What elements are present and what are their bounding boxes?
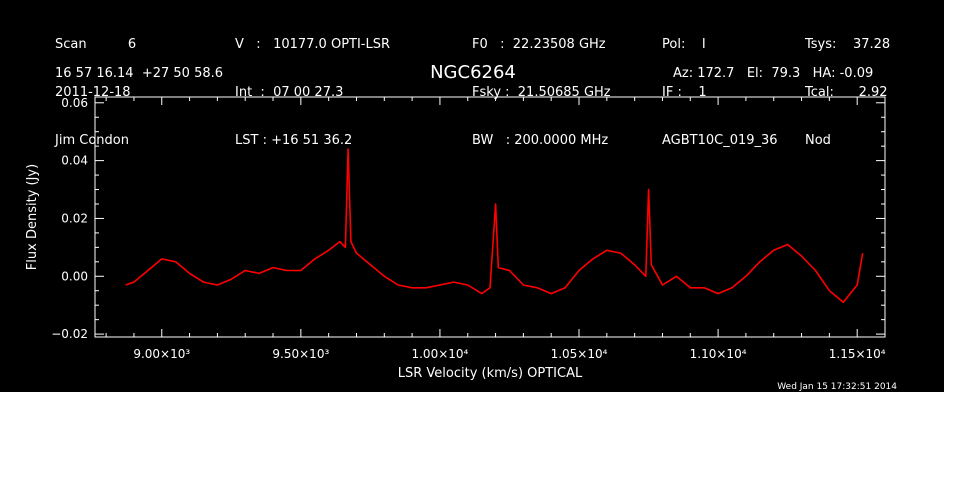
header-line: Pol: I: [662, 37, 706, 52]
header-frequency-info: F0 : 22.23508 GHz Fsky : 21.50685 GHz BW…: [472, 5, 611, 165]
header-line: Tsys: 37.28: [805, 37, 891, 52]
x-tick-label: 9.50×10³: [272, 347, 329, 361]
y-tick-label: −0.02: [51, 327, 88, 341]
plot-panel: [0, 0, 944, 392]
source-name: NGC6264: [430, 62, 516, 83]
header-line: AGBT10C_019_36: [662, 133, 778, 148]
x-axis-label: LSR Velocity (km/s) OPTICAL: [398, 366, 583, 381]
header-line: V : 10177.0 OPTI-LSR: [235, 37, 391, 52]
x-tick-label: 1.00×10⁴: [411, 347, 468, 361]
y-tick-label: 0.04: [61, 154, 88, 168]
spectrum-chart: 9.00×10³ 9.50×10³ 1.00×10⁴ 1.05×10⁴ 1.10×10⁴…: [25, 96, 897, 392]
y-tick-label: 0.06: [61, 96, 88, 110]
x-tick-label: 1.15×10⁴: [829, 347, 886, 361]
header-line: LST : +16 51 36.2: [235, 133, 353, 148]
plot-frame: [94, 96, 886, 338]
y-axis-label: Flux Density (Jy): [25, 164, 40, 270]
spectrum-traces: [125, 148, 864, 304]
header-polarization-info: Pol: I IF : 1 AGBT10C_019_36: [662, 5, 778, 165]
header-scan-info: Scan 6 2011-12-18 Jim Condon: [55, 5, 136, 165]
y-axis-ticks: −0.02 0.00 0.02 0.04 0.06: [51, 96, 885, 341]
x-tick-label: 1.10×10⁴: [690, 347, 747, 361]
header-line: BW : 200.0000 MHz: [472, 133, 609, 148]
x-tick-label: 9.00×10³: [133, 347, 190, 361]
y-tick-label: 0.00: [61, 269, 88, 283]
header-line: Nod: [805, 133, 831, 148]
header-velocity-info: V : 10177.0 OPTI-LSR Int : 07 00 27.3 LS…: [235, 5, 390, 165]
pointing-info: Az: 172.7 El: 79.3 HA: -0.09: [673, 66, 874, 81]
header-line: Tcal: 2.92: [805, 85, 888, 100]
header-line: Scan 6: [55, 37, 137, 52]
header-line: Jim Condon: [55, 133, 129, 148]
spectrum-line: [125, 148, 864, 304]
x-tick-label: 1.05×10⁴: [551, 347, 608, 361]
header-line: IF : 1: [662, 85, 707, 100]
x-axis-ticks: 9.00×10³ 9.50×10³ 1.00×10⁴ 1.05×10⁴ 1.10×10⁴…: [105, 97, 886, 361]
header-line: 2011-12-18: [55, 85, 131, 100]
source-coordinates: 16 57 16.14 +27 50 58.6: [55, 66, 224, 81]
header-line: Int : 07 00 27.3: [235, 85, 344, 100]
header-tsys-info: Tsys: 37.28 Tcal: 2.92 Nod: [805, 5, 890, 165]
y-tick-label: 0.02: [61, 211, 88, 225]
header-line: F0 : 22.23508 GHz: [472, 37, 606, 52]
header-line: Fsky : 21.50685 GHz: [472, 85, 611, 100]
timestamp: Wed Jan 15 17:32:51 2014: [777, 382, 897, 392]
